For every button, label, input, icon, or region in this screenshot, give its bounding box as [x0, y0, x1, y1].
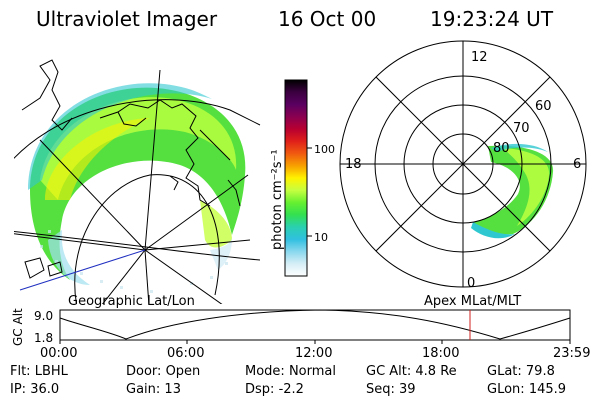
- observation-date: 16 Oct 00: [278, 7, 377, 31]
- info-gain: Gain: 13: [126, 382, 181, 397]
- polar-label-12: 12: [471, 50, 488, 65]
- info-flt: Flt: LBHL: [10, 364, 68, 379]
- x-tick-0000: 00:00: [40, 346, 78, 361]
- x-tick-1800: 18:00: [422, 346, 460, 361]
- apex-panel-label: Apex MLat/MLT: [424, 294, 522, 309]
- y-tick-1-8: 1.8: [34, 331, 53, 345]
- instrument-title: Ultraviolet Imager: [36, 7, 218, 31]
- timeline-axis-label: GC Alt: [11, 308, 25, 346]
- x-tick-1200: 12:00: [295, 346, 333, 361]
- observation-time: 19:23:24 UT: [430, 7, 554, 31]
- geo-panel-label: Geographic Lat/Lon: [68, 294, 195, 309]
- x-tick-2359: 23:59: [553, 346, 591, 361]
- colorbar-unit-label: photon cm⁻²s⁻¹: [270, 149, 285, 250]
- coastlines: [21, 59, 241, 279]
- polar-label-0: 0: [467, 276, 475, 291]
- colorbar-tick-100: 100: [314, 143, 335, 156]
- sun-direction-line: [19, 249, 146, 291]
- info-dsp: Dsp: -2.2: [245, 382, 304, 397]
- info-gc-alt: GC Alt: 4.8 Re: [366, 364, 457, 379]
- polar-lat-80: 80: [493, 141, 510, 156]
- altitude-curve: [59, 309, 571, 340]
- info-mode: Mode: Normal: [245, 364, 336, 379]
- info-seq: Seq: 39: [366, 382, 416, 397]
- polar-label-18: 18: [345, 157, 362, 172]
- polar-label-6: 6: [573, 157, 581, 172]
- colorbar-tick-10: 10: [314, 231, 328, 244]
- colorbar-gradient: [284, 79, 308, 277]
- info-ip: IP: 36.0: [10, 382, 60, 397]
- polar-lat-70: 70: [513, 121, 530, 136]
- polar-lat-60: 60: [535, 99, 552, 114]
- info-door: Door: Open: [126, 364, 201, 379]
- y-tick-9: 9.0: [34, 309, 53, 323]
- info-glon: GLon: 145.9: [487, 382, 567, 397]
- info-glat: GLat: 79.8: [487, 364, 555, 379]
- x-tick-0600: 06:00: [167, 346, 205, 361]
